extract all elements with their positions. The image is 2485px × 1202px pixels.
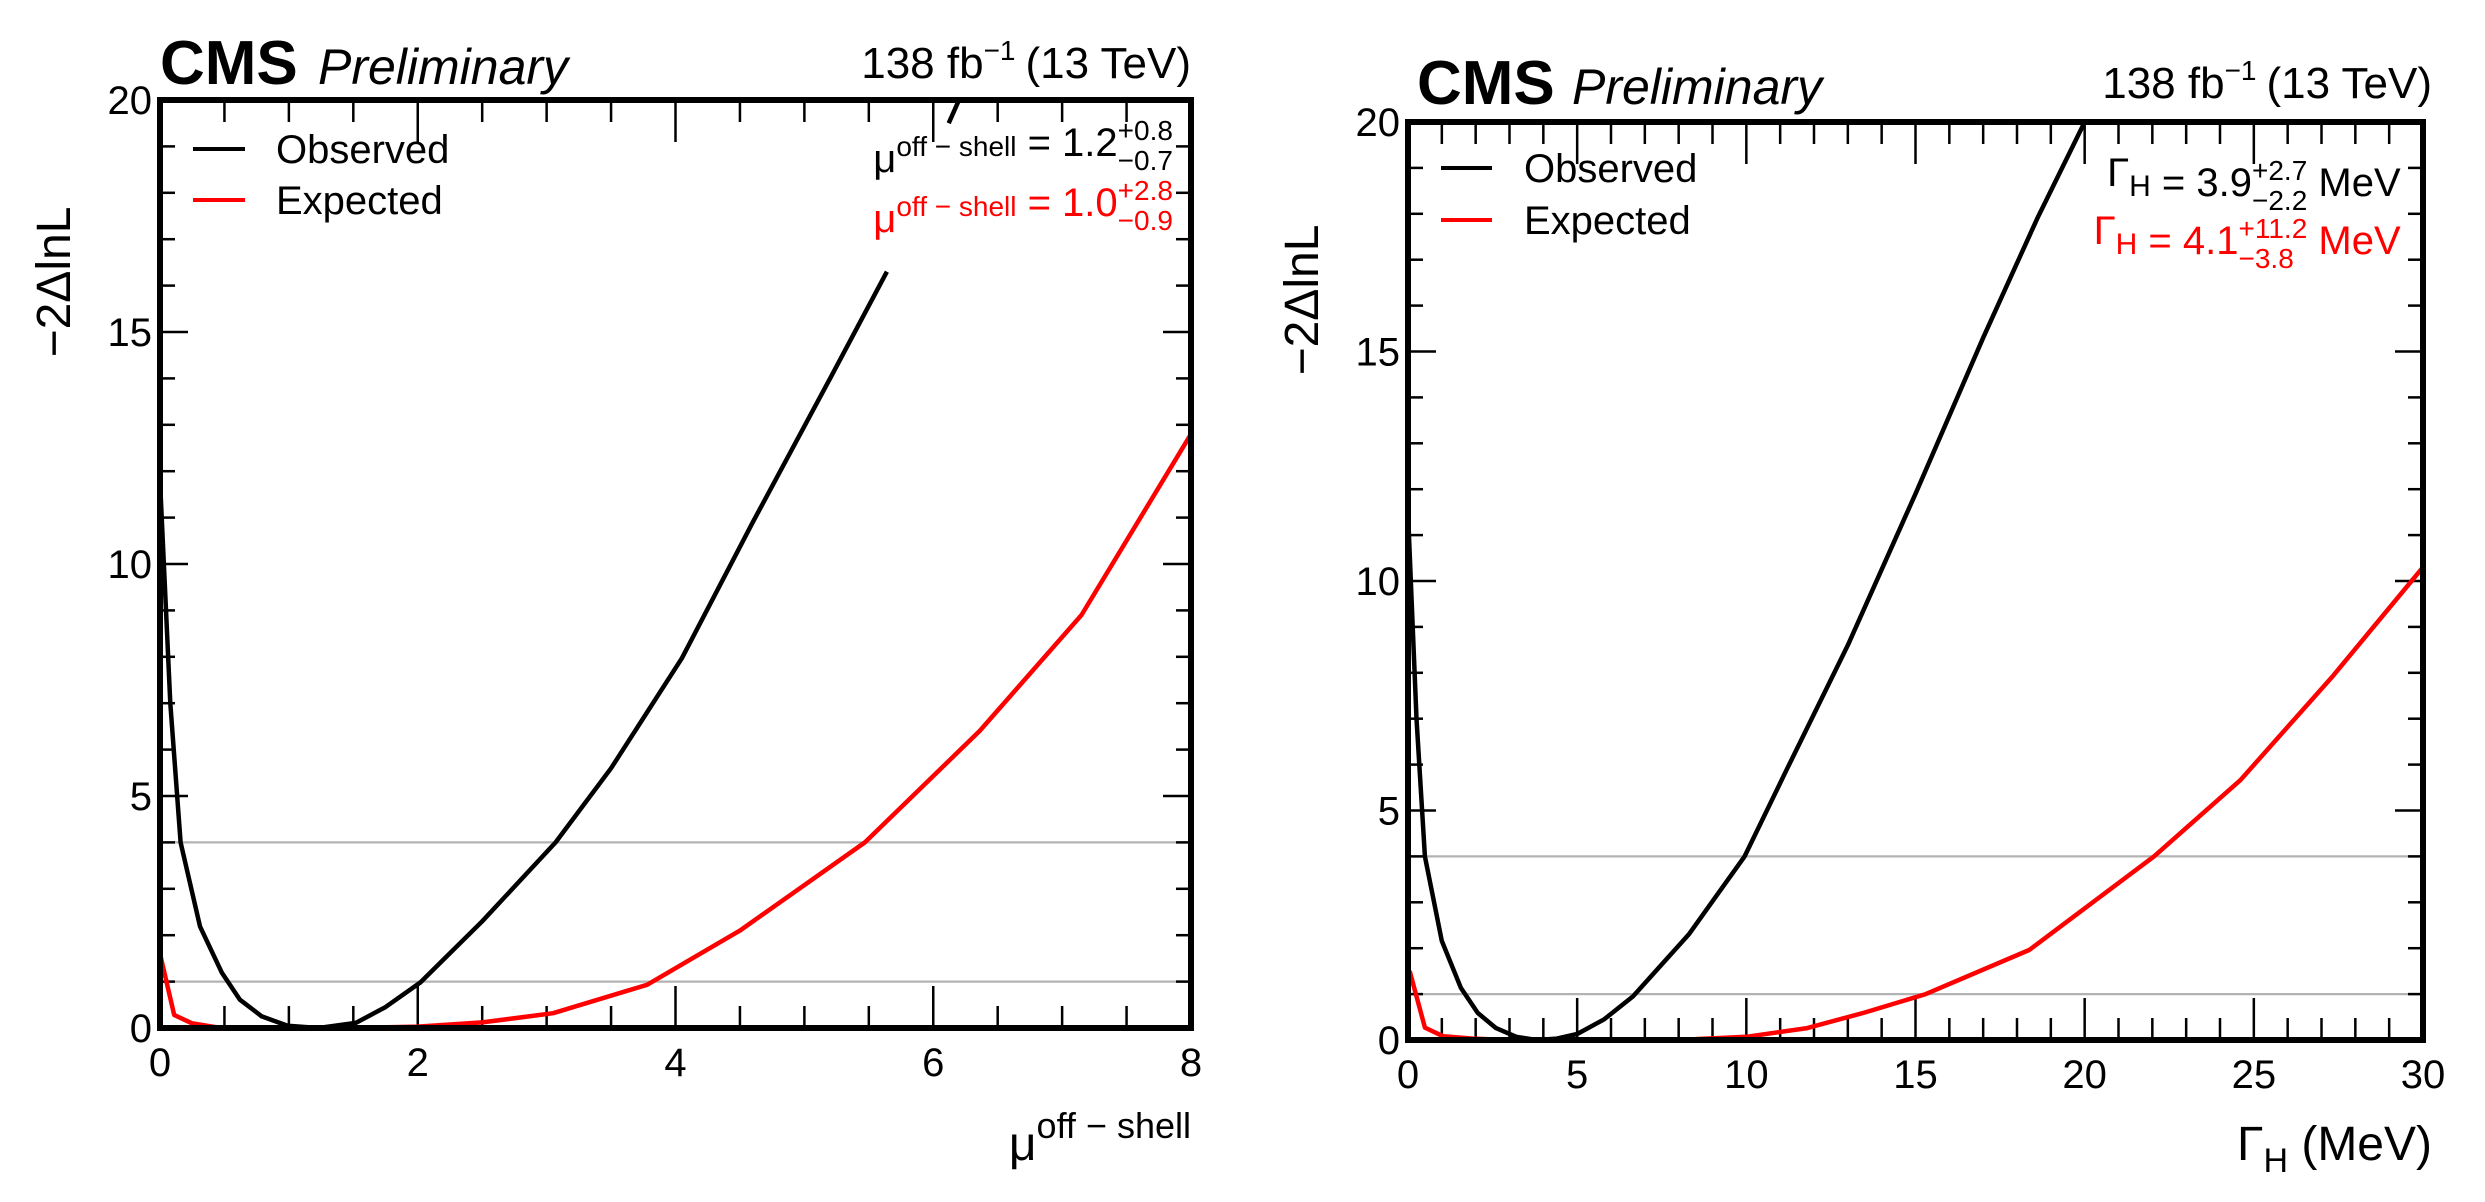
parameter-superscript: off − shell xyxy=(896,191,1016,222)
experiment-label: CMS xyxy=(1417,49,1555,118)
y-tick-label: 5 xyxy=(1378,790,1400,834)
curve-expected xyxy=(1407,565,2425,1043)
fit-result-text: μoff − shell = 1.0+2.8 −0.9 xyxy=(873,175,1173,241)
x-tick-label: 8 xyxy=(1180,1041,1202,1085)
axis-ticks xyxy=(158,98,1193,1030)
x-tick-label: 10 xyxy=(1724,1053,1769,1097)
y-tick-label: 10 xyxy=(1356,560,1401,604)
x-tick-label: 20 xyxy=(2062,1053,2107,1097)
x-axis-title: ΓH (MeV) xyxy=(2237,1118,2432,1180)
central-value: = 3.9 xyxy=(2151,161,2252,205)
experiment-label: CMS xyxy=(160,29,298,98)
lumi-exponent: −1 xyxy=(984,35,1016,66)
fit-result-text: ΓH = 3.9+2.7 −2.2 MeV xyxy=(2107,151,2401,216)
legend-observed-label: Observed xyxy=(276,128,449,172)
y-tick-label: 10 xyxy=(108,543,153,587)
panel-gamma-h: CMS Preliminary 138 fb−1 (13 TeV) 0 5 10 15 2… xyxy=(1276,49,2445,1180)
x-axis-superscript: off − shell xyxy=(1037,1105,1191,1146)
fit-result-expected: ΓH = 4.1+11.2 −3.8 MeV xyxy=(2094,209,2401,274)
y-tick-label: 0 xyxy=(1378,1019,1400,1063)
central-value: = 4.1 xyxy=(2137,219,2238,263)
y-tick-label: 20 xyxy=(1356,101,1401,145)
lumi-value: 138 fb xyxy=(861,39,983,88)
fit-result-text: ΓH = 4.1+11.2 −3.8 MeV xyxy=(2094,209,2401,274)
x-tick-label: 25 xyxy=(2232,1053,2277,1097)
fit-result-expected: μoff − shell = 1.0+2.8 −0.9 xyxy=(873,175,1173,241)
x-tick-label: 0 xyxy=(149,1041,171,1085)
unit: MeV xyxy=(2307,219,2401,263)
parameter-symbol: Γ xyxy=(2107,151,2129,195)
curve-observed-segment xyxy=(946,99,962,125)
lumi-exponent: −1 xyxy=(2225,55,2257,86)
unit: MeV xyxy=(2307,161,2401,205)
x-tick-label: 4 xyxy=(664,1041,686,1085)
lower-uncertainty: −0.9 xyxy=(1118,205,1173,236)
upper-uncertainty: +11.2 xyxy=(2239,213,2308,244)
central-value: = 1.0 xyxy=(1016,181,1117,225)
parameter-symbol: μ xyxy=(873,137,896,181)
y-tick-label: 0 xyxy=(130,1007,152,1051)
x-axis-title: μoff − shell xyxy=(1009,1105,1191,1171)
x-axis-subscript: H xyxy=(2263,1142,2288,1180)
y-tick-label: 15 xyxy=(108,311,153,355)
panel-mu-offshell: CMS Preliminary 138 fb−1 (13 TeV) 0 2 4 6 8 0 5… xyxy=(28,29,1202,1171)
lumi-value: 138 fb xyxy=(2102,59,2224,108)
y-axis-title: −2ΔlnL xyxy=(28,207,81,358)
x-tick-label: 15 xyxy=(1893,1053,1938,1097)
curve-observed xyxy=(1405,121,2087,1043)
y-tick-label: 20 xyxy=(108,79,153,123)
x-axis-symbol: μ xyxy=(1009,1118,1037,1171)
preliminary-label: Preliminary xyxy=(1572,59,1825,115)
parameter-symbol: Γ xyxy=(2094,209,2116,253)
upper-uncertainty: +2.7 xyxy=(2252,155,2307,186)
curves xyxy=(157,99,1193,1031)
parameter-subscript: H xyxy=(2129,170,2151,203)
legend-observed-label: Observed xyxy=(1524,147,1697,191)
fit-result-text: μoff − shell = 1.2+0.8 −0.7 xyxy=(873,115,1173,181)
upper-uncertainty: +0.8 xyxy=(1118,115,1173,146)
fit-result-observed: ΓH = 3.9+2.7 −2.2 MeV xyxy=(2107,151,2401,216)
reference-lines xyxy=(1408,855,2423,996)
tick-labels: 0 5 10 15 20 25 30 0 5 10 15 20 xyxy=(1356,101,2446,1097)
x-tick-label: 30 xyxy=(2401,1053,2446,1097)
legend-expected-label: Expected xyxy=(276,179,443,223)
x-axis-symbol: Γ xyxy=(2237,1118,2263,1171)
y-axis-title: −2ΔlnL xyxy=(1276,225,1329,376)
lumi-label: 138 fb−1 (13 TeV) xyxy=(861,35,1191,88)
energy-label: (13 TeV) xyxy=(2267,59,2433,108)
x-axis-unit: (MeV) xyxy=(2288,1118,2432,1171)
y-tick-label: 15 xyxy=(1356,331,1401,375)
parameter-subscript: H xyxy=(2116,228,2138,261)
curve-expected xyxy=(157,432,1193,1031)
lower-uncertainty: −2.2 xyxy=(2252,185,2307,216)
tick-labels: 0 2 4 6 8 0 5 10 15 20 xyxy=(108,79,1203,1085)
lumi-label: 138 fb−1 (13 TeV) xyxy=(2102,55,2432,108)
energy-label: (13 TeV) xyxy=(1026,39,1192,88)
lower-uncertainty: −0.7 xyxy=(1118,145,1173,176)
reference-lines xyxy=(160,841,1191,983)
central-value: = 1.2 xyxy=(1016,121,1117,165)
lower-uncertainty: −3.8 xyxy=(2239,243,2294,274)
plot-frame xyxy=(1405,119,2426,1043)
x-tick-label: 2 xyxy=(407,1041,429,1085)
preliminary-label: Preliminary xyxy=(318,39,571,95)
parameter-superscript: off − shell xyxy=(896,131,1016,162)
legend-expected-label: Expected xyxy=(1524,199,1691,243)
plot-frame xyxy=(157,97,1194,1031)
fit-result-observed: μoff − shell = 1.2+0.8 −0.7 xyxy=(873,115,1173,181)
y-tick-label: 5 xyxy=(130,775,152,819)
parameter-symbol: μ xyxy=(873,197,896,241)
x-tick-label: 5 xyxy=(1566,1053,1588,1097)
x-tick-label: 6 xyxy=(922,1041,944,1085)
x-tick-label: 0 xyxy=(1397,1053,1419,1097)
upper-uncertainty: +2.8 xyxy=(1118,175,1173,206)
curve-observed xyxy=(157,270,889,1031)
